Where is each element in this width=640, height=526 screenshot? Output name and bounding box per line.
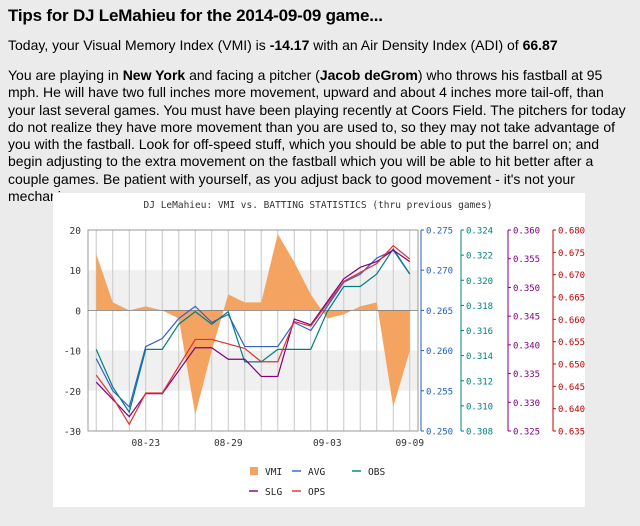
slg-axis-label: 0.340: [513, 341, 540, 351]
obs-axis-label: 0.310: [466, 402, 493, 412]
slg-axis-label: 0.355: [513, 255, 540, 265]
vmi-axis-label: -10: [64, 347, 81, 358]
advice-text: You are playing in New York and facing a…: [8, 67, 632, 205]
vmi-axis-label: 20: [70, 226, 82, 237]
obs-axis-label: 0.316: [466, 327, 493, 337]
page-title: Tips for DJ LeMahieu for the 2014-09-09 …: [8, 6, 383, 25]
avg-axis-label: 0.265: [426, 307, 453, 317]
x-tick-label: 08-23: [131, 438, 160, 449]
avg-axis-label: 0.250: [426, 428, 453, 438]
ops-axis-label: 0.640: [558, 405, 585, 415]
adi-value: 66.87: [522, 37, 558, 53]
x-tick-label: 09-03: [313, 438, 342, 449]
ops-axis-label: 0.655: [558, 338, 585, 348]
chart-title: DJ LeMahieu: VMI vs. BATTING STATISTICS …: [144, 200, 493, 211]
grid-band: [88, 230, 418, 271]
vmi-legend-label: VMI: [265, 467, 282, 478]
x-tick-label: 08-29: [214, 438, 243, 449]
city-name: New York: [122, 67, 186, 83]
vmi-axis-label: -30: [64, 427, 81, 438]
batting-chart: DJ LeMahieu: VMI vs. BATTING STATISTICS …: [64, 200, 585, 498]
grid-band: [88, 390, 418, 431]
slg-axis-label: 0.345: [513, 313, 540, 323]
avg-axis-label: 0.255: [426, 387, 453, 397]
x-tick-label: 09-09: [395, 438, 424, 449]
vmi-summary: Today, your Visual Memory Index (VMI) is…: [8, 37, 558, 53]
ops-axis-label: 0.665: [558, 294, 585, 304]
avg-axis-label: 0.275: [426, 227, 453, 237]
slg-axis-label: 0.350: [513, 284, 540, 294]
vmi-summary-middle: with an Air Density Index (ADI) of: [309, 37, 523, 53]
ops-axis-label: 0.645: [558, 383, 585, 393]
advice-part-1: You are playing in: [8, 67, 123, 83]
slg-series-line: [95, 249, 411, 418]
ops-axis-label: 0.680: [558, 227, 585, 237]
avg-series-line: [95, 249, 411, 409]
vmi-legend-swatch: [250, 467, 258, 475]
chart-container: DJ LeMahieu: VMI vs. BATTING STATISTICS …: [53, 193, 585, 507]
obs-axis-label: 0.318: [466, 302, 493, 312]
vmi-axis-label: 0: [75, 306, 81, 317]
obs-axis-label: 0.312: [466, 377, 493, 387]
vmi-summary-prefix: Today, your Visual Memory Index (VMI) is: [8, 37, 270, 53]
vmi-value: -14.17: [269, 37, 310, 53]
ops-series-line: [95, 244, 411, 426]
avg-legend-label: AVG: [308, 467, 325, 478]
obs-axis-label: 0.324: [466, 227, 493, 237]
avg-axis-label: 0.260: [426, 347, 453, 357]
vmi-axis-label: -20: [64, 387, 81, 398]
slg-axis-label: 0.360: [513, 227, 540, 237]
ops-axis-label: 0.675: [558, 249, 585, 259]
avg-axis-label: 0.270: [426, 267, 453, 277]
ops-legend-label: OPS: [308, 487, 325, 498]
ops-axis-label: 0.660: [558, 316, 585, 326]
obs-axis-label: 0.314: [466, 352, 493, 362]
pitcher-name: Jacob deGrom: [319, 67, 418, 83]
obs-legend-label: OBS: [368, 467, 385, 478]
slg-axis-label: 0.325: [513, 428, 540, 438]
grid-band: [88, 350, 418, 391]
obs-axis-label: 0.320: [466, 277, 493, 287]
plot-frame: [87, 229, 419, 432]
ops-axis-label: 0.650: [558, 361, 585, 371]
vmi-axis-label: 10: [70, 266, 82, 277]
obs-series-line: [95, 247, 411, 414]
slg-axis-label: 0.335: [513, 370, 540, 380]
advice-part-2: and facing a pitcher (: [185, 67, 320, 83]
obs-axis-label: 0.322: [466, 252, 493, 262]
slg-axis-label: 0.330: [513, 399, 540, 409]
advice-part-3: ) who throws his fastball at 95 mph. He …: [8, 67, 626, 205]
grid-band: [88, 310, 418, 351]
ops-axis-label: 0.670: [558, 271, 585, 281]
slg-legend-label: SLG: [265, 487, 282, 498]
ops-axis-label: 0.635: [558, 428, 585, 438]
obs-axis-label: 0.308: [466, 428, 493, 438]
